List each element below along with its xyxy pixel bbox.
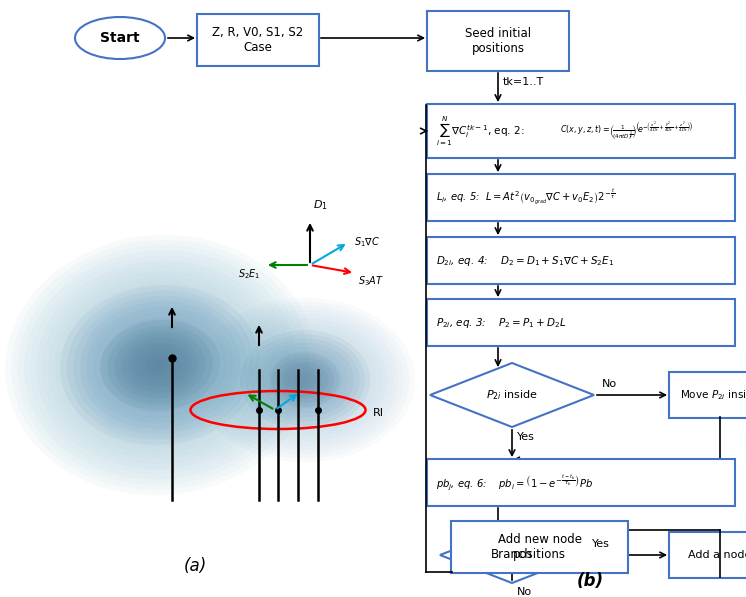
Text: Move $P_{2i}$ inside: Move $P_{2i}$ inside (680, 388, 746, 402)
Text: No: No (517, 587, 532, 597)
FancyBboxPatch shape (669, 372, 746, 418)
Text: RI: RI (373, 408, 384, 418)
Text: $S_2E_1$: $S_2E_1$ (239, 267, 261, 281)
Text: $pb_j$, eq. 6:    $pb_i = \left(1 - e^{-\frac{t-t_b}{\tau_b}}\right)Pb$: $pb_j$, eq. 6: $pb_i = \left(1 - e^{-\fr… (436, 473, 593, 492)
Text: $D_1$: $D_1$ (313, 198, 327, 212)
Ellipse shape (75, 17, 165, 59)
Text: $S_3AT$: $S_3AT$ (358, 274, 384, 288)
Ellipse shape (276, 357, 334, 403)
Text: Add a node: Add a node (689, 550, 746, 560)
Text: Seed initial
positions: Seed initial positions (465, 27, 531, 55)
FancyBboxPatch shape (427, 104, 735, 158)
FancyBboxPatch shape (427, 11, 569, 71)
Text: No: No (602, 379, 617, 389)
Text: Z, R, V0, S1, S2
Case: Z, R, V0, S1, S2 Case (213, 26, 304, 54)
Ellipse shape (18, 245, 302, 485)
Ellipse shape (282, 362, 328, 398)
Text: Start: Start (100, 31, 140, 45)
Ellipse shape (122, 337, 198, 393)
Ellipse shape (67, 290, 253, 440)
Ellipse shape (80, 301, 240, 429)
Ellipse shape (100, 320, 220, 410)
Ellipse shape (60, 285, 260, 445)
Text: $P_{2i}$ inside: $P_{2i}$ inside (486, 388, 538, 402)
FancyBboxPatch shape (427, 459, 735, 506)
Text: tk=1..T: tk=1..T (503, 77, 545, 87)
Text: $D_{2i}$, eq. 4:    $D_2 = D_1 + S_1\nabla C + S_2 E_1$: $D_{2i}$, eq. 4: $D_2 = D_1 + S_1\nabla … (436, 254, 614, 267)
Polygon shape (430, 363, 594, 427)
Ellipse shape (251, 338, 359, 421)
FancyBboxPatch shape (427, 237, 735, 284)
Text: $S_1\nabla C$: $S_1\nabla C$ (354, 236, 380, 250)
Ellipse shape (240, 330, 370, 430)
Ellipse shape (195, 297, 415, 463)
Text: (b): (b) (577, 572, 604, 590)
Text: $C(x,y,z,t)=\!\left(\!\frac{1}{(4\pi tD)^{\!\frac{3}{2}}}\!\right)\!\left(\!e^{-: $C(x,y,z,t)=\!\left(\!\frac{1}{(4\pi tD)… (560, 119, 694, 143)
Text: (a): (a) (184, 557, 207, 575)
Ellipse shape (270, 352, 340, 408)
Ellipse shape (5, 235, 315, 495)
Ellipse shape (11, 240, 309, 490)
FancyBboxPatch shape (451, 521, 628, 573)
FancyBboxPatch shape (669, 532, 746, 578)
Text: Yes: Yes (592, 539, 610, 549)
Text: $L_i$, eq. 5:  $L = At^2\left(v_{0_{grad}}\nabla C + v_0 E_2\right)2^{-\frac{t}{: $L_i$, eq. 5: $L = At^2\left(v_{0_{grad}… (436, 187, 615, 207)
Ellipse shape (245, 334, 365, 426)
Ellipse shape (87, 306, 233, 424)
FancyBboxPatch shape (427, 174, 735, 221)
FancyBboxPatch shape (197, 14, 319, 66)
Ellipse shape (107, 325, 213, 405)
Polygon shape (440, 527, 584, 583)
Text: $P_{2i}$, eq. 3:    $P_2 = P_1 + D_2 L$: $P_{2i}$, eq. 3: $P_2 = P_1 + D_2 L$ (436, 315, 566, 330)
FancyBboxPatch shape (427, 299, 735, 346)
Text: Branch: Branch (491, 549, 533, 562)
Ellipse shape (115, 331, 205, 399)
Ellipse shape (73, 296, 246, 435)
Text: Yes: Yes (517, 432, 535, 442)
Ellipse shape (256, 343, 354, 417)
Text: $\sum_{i=1}^{N} \nabla C_i^{tk-1}$, eq. 2:: $\sum_{i=1}^{N} \nabla C_i^{tk-1}$, eq. … (436, 115, 524, 147)
Text: Add new node
positions: Add new node positions (498, 533, 581, 561)
